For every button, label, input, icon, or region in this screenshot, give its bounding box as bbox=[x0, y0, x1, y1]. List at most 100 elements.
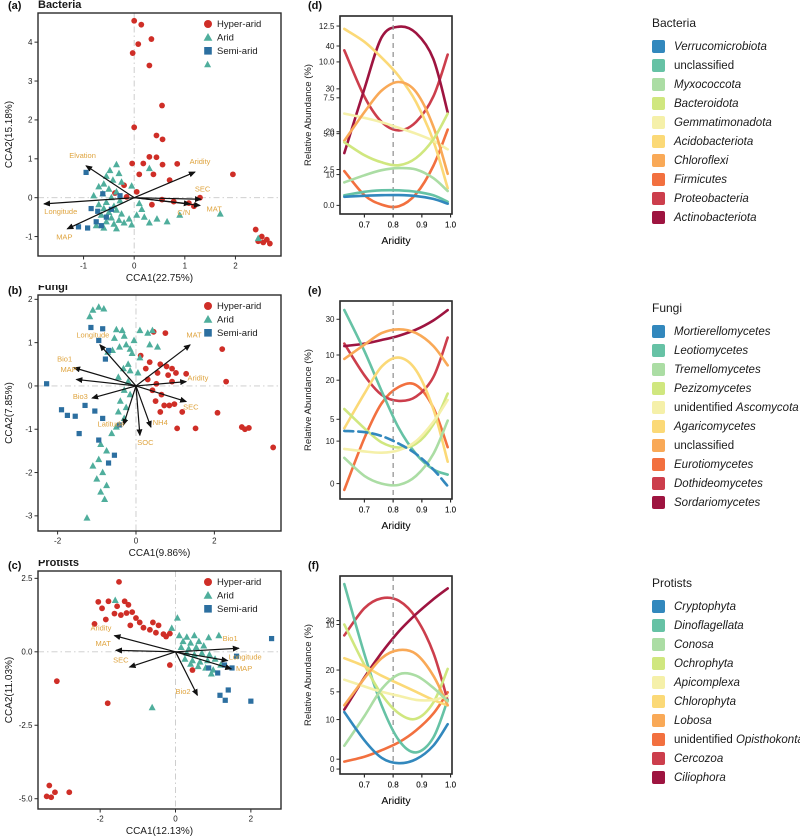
env-vector-longitude bbox=[175, 651, 229, 663]
scatter-point-hyper-arid bbox=[152, 398, 159, 404]
legend-swatch bbox=[652, 40, 665, 53]
legend-item-unidentified-opisthokonta: unidentified Opisthokonta bbox=[652, 730, 800, 749]
legend-swatch bbox=[652, 363, 665, 376]
legend-item-leotiomycetes: Leotiomycetes bbox=[652, 341, 798, 360]
scatter-point-hyper-arid bbox=[189, 667, 196, 673]
curve-dothideomycetes bbox=[343, 336, 449, 403]
env-vector-label: SEC bbox=[195, 184, 211, 193]
scatter-point-arid bbox=[168, 624, 176, 631]
plot-border bbox=[37, 12, 282, 257]
scatter-point-arid bbox=[138, 205, 146, 212]
y-tick-label: 12.5 bbox=[319, 22, 335, 31]
y-axis-label: Relative Abundance (%) bbox=[303, 64, 314, 166]
scatter-point-arid bbox=[118, 178, 126, 185]
scatter-point-arid bbox=[102, 172, 110, 179]
env-vector-nh4 bbox=[135, 385, 152, 429]
legend-swatch bbox=[652, 420, 665, 433]
legend-taxon-label: Eurotiomycetes bbox=[674, 458, 754, 471]
curve-unclassified bbox=[343, 188, 449, 204]
scatter-point-semi-arid bbox=[100, 326, 106, 332]
scatter-point-hyper-arid bbox=[95, 598, 102, 605]
legend-marker-hyper-arid bbox=[204, 302, 212, 310]
legend-marker-arid bbox=[203, 315, 213, 323]
env-vector-longitude bbox=[43, 197, 135, 207]
abundance-plot-bacteria-minor: 0.7 0.8 0.9 1.0 0.0 2.5 5.0 7.5 10.0 12.5 Aridity bbox=[319, 15, 457, 247]
legend-taxon-label: Conosa bbox=[674, 638, 714, 651]
x-axis-label: Aridity bbox=[381, 235, 411, 247]
curve-bacteroidota bbox=[343, 112, 449, 167]
legend-item-unclassified: unclassified bbox=[652, 436, 798, 455]
env-vector-label: MAT bbox=[186, 330, 202, 339]
scatter-point-hyper-arid bbox=[159, 102, 165, 109]
env-vector-label: Bio2 bbox=[176, 687, 191, 696]
y-tick-label: -5.0 bbox=[19, 795, 33, 804]
env-vector-label: MAP bbox=[60, 365, 76, 374]
legend-item-unidentified-ascomycota: unidentified Ascomycota bbox=[652, 398, 799, 417]
scatter-point-arid bbox=[133, 211, 141, 218]
y-tick-label: 4 bbox=[28, 38, 33, 47]
y-tick-label: 30 bbox=[326, 85, 335, 94]
y-tick-label: 0 bbox=[28, 193, 33, 202]
x-tick-label: 2 bbox=[233, 262, 238, 271]
scatter-point-hyper-arid bbox=[171, 401, 178, 408]
scatter-point-semi-arid bbox=[88, 205, 94, 212]
scatter-point-hyper-arid bbox=[131, 124, 138, 131]
scatter-point-arid bbox=[183, 633, 191, 640]
legend-taxon-label: unclassified bbox=[674, 439, 735, 452]
y-axis-label: CCA2(7.85%) bbox=[4, 382, 15, 444]
scatter-point-hyper-arid bbox=[192, 425, 199, 432]
scatter-point-arid bbox=[215, 631, 223, 639]
x-axis-label: Aridity bbox=[381, 520, 411, 532]
scatter-point-hyper-arid bbox=[142, 365, 149, 372]
scatter-point-arid bbox=[112, 325, 120, 333]
scatter-point-arid bbox=[153, 215, 161, 222]
scatter-point-hyper-arid bbox=[99, 605, 105, 612]
scatter-point-hyper-arid bbox=[214, 409, 221, 416]
legend-taxon-label: Dinoflagellata bbox=[674, 619, 744, 632]
scatter-point-arid bbox=[116, 196, 124, 204]
env-vector-sec bbox=[134, 196, 203, 203]
x-axis-label: Aridity bbox=[381, 795, 411, 807]
scatter-point-hyper-arid bbox=[153, 629, 159, 636]
scatter-point-hyper-arid bbox=[159, 161, 166, 168]
scatter-point-semi-arid bbox=[88, 324, 94, 331]
legend-item-gemmatimonadota: Gemmatimonadota bbox=[652, 113, 798, 132]
scatter-point-arid bbox=[95, 455, 103, 463]
x-tick-label: 0.8 bbox=[388, 506, 400, 515]
scatter-point-arid bbox=[125, 215, 133, 222]
x-tick-label: 0.7 bbox=[359, 221, 371, 230]
x-tick-label: 1.0 bbox=[445, 506, 457, 515]
y-tick-label: 0 bbox=[330, 755, 335, 764]
scatter-point-arid bbox=[154, 343, 162, 350]
y-tick-label: 1 bbox=[28, 155, 33, 164]
x-axis-label: CCA1(9.86%) bbox=[129, 548, 191, 559]
env-vector-bio3 bbox=[91, 385, 137, 400]
scatter-point-semi-arid bbox=[222, 697, 228, 703]
legend-swatch bbox=[652, 211, 665, 224]
legend-label-arid: Arid bbox=[217, 315, 234, 326]
curve-chlorophyta bbox=[343, 656, 449, 707]
scatter-point-hyper-arid bbox=[169, 378, 175, 385]
curve-agaricomycetes bbox=[343, 356, 449, 463]
legend-swatch bbox=[652, 695, 665, 708]
env-vector-bio1 bbox=[73, 366, 137, 387]
scatter-point-hyper-arid bbox=[260, 239, 267, 246]
legend-taxon-label: Sordariomycetes bbox=[674, 496, 761, 509]
legend-title-protists: Protists bbox=[652, 576, 693, 590]
scatter-point-arid bbox=[134, 369, 142, 376]
scatter-point-arid bbox=[179, 637, 187, 645]
legend-taxon-label: Cercozoa bbox=[674, 752, 724, 765]
y-tick-label: 10 bbox=[326, 715, 335, 724]
env-vector-label: Latitude bbox=[98, 420, 125, 429]
x-tick-label: 1.0 bbox=[445, 221, 457, 230]
scatter-point-arid bbox=[190, 631, 198, 639]
scatter-point-arid bbox=[102, 198, 110, 205]
scatter-point-arid bbox=[122, 340, 130, 348]
legend-item-apicomplexa: Apicomplexa bbox=[652, 673, 798, 692]
x-tick-label: 1.0 bbox=[445, 506, 457, 515]
y-tick-label: 20 bbox=[326, 376, 335, 385]
scatter-point-semi-arid bbox=[93, 219, 99, 225]
env-vector-aridity bbox=[133, 171, 196, 199]
